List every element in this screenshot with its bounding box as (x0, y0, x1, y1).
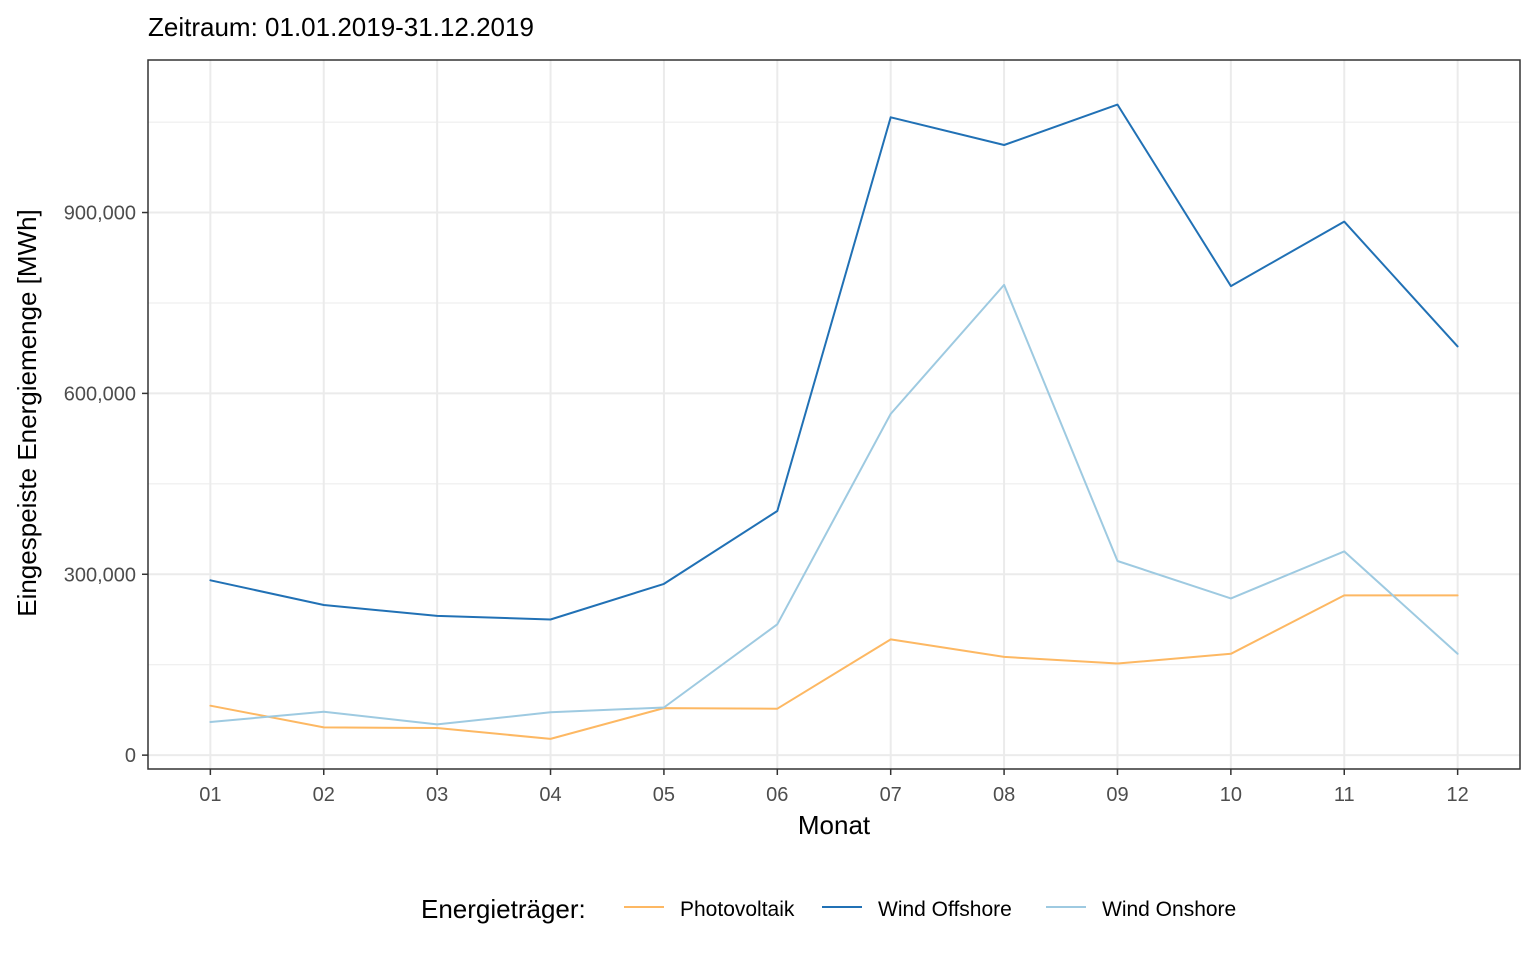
legend-label: Wind Offshore (878, 898, 1012, 921)
x-tick-label: 12 (1447, 784, 1469, 806)
x-tick-label: 10 (1220, 784, 1242, 806)
plot-border (147, 59, 1521, 770)
chart-title: Zeitraum: 01.01.2019-31.12.2019 (148, 12, 534, 42)
x-tick-label: 01 (199, 784, 221, 806)
x-tick-label: 03 (426, 784, 448, 806)
series-line-wind-onshore (209, 283, 1459, 726)
x-tick-label: 02 (313, 784, 335, 806)
series-lines (209, 103, 1459, 740)
y-tick-label: 0 (125, 745, 136, 767)
plot-panel (148, 60, 1520, 769)
legend-items: Photovoltaik Wind Offshore Wind Onshore (624, 898, 1236, 921)
legend-title: Energieträger: (421, 894, 586, 924)
x-tick-label: 07 (880, 784, 902, 806)
legend: Energieträger: Photovoltaik Wind Offshore… (421, 894, 1236, 924)
x-axis-title: Monat (798, 810, 871, 840)
x-axis: 01 02 03 04 05 06 07 08 09 10 11 12 (199, 769, 1469, 806)
y-tick-label: 900,000 (64, 203, 136, 225)
x-tick-label: 08 (993, 784, 1015, 806)
minor-gridlines (148, 121, 1520, 666)
series-line-photovoltaik (209, 594, 1459, 740)
series-line-wind-offshore (209, 103, 1459, 621)
x-tick-label: 05 (653, 784, 675, 806)
x-tick-label: 06 (766, 784, 788, 806)
legend-label: Photovoltaik (680, 898, 795, 921)
y-tick-label: 300,000 (64, 564, 136, 586)
x-tick-label: 04 (539, 784, 561, 806)
y-tick-label: 600,000 (64, 383, 136, 405)
x-tick-label: 11 (1334, 784, 1355, 806)
y-axis-title: Eingespeiste Energiemenge [MWh] (12, 209, 42, 617)
plot-area (147, 59, 1521, 770)
x-tick-label: 09 (1106, 784, 1128, 806)
y-axis: 0 300,000 600,000 900,000 (64, 203, 148, 767)
legend-label: Wind Onshore (1102, 898, 1236, 921)
